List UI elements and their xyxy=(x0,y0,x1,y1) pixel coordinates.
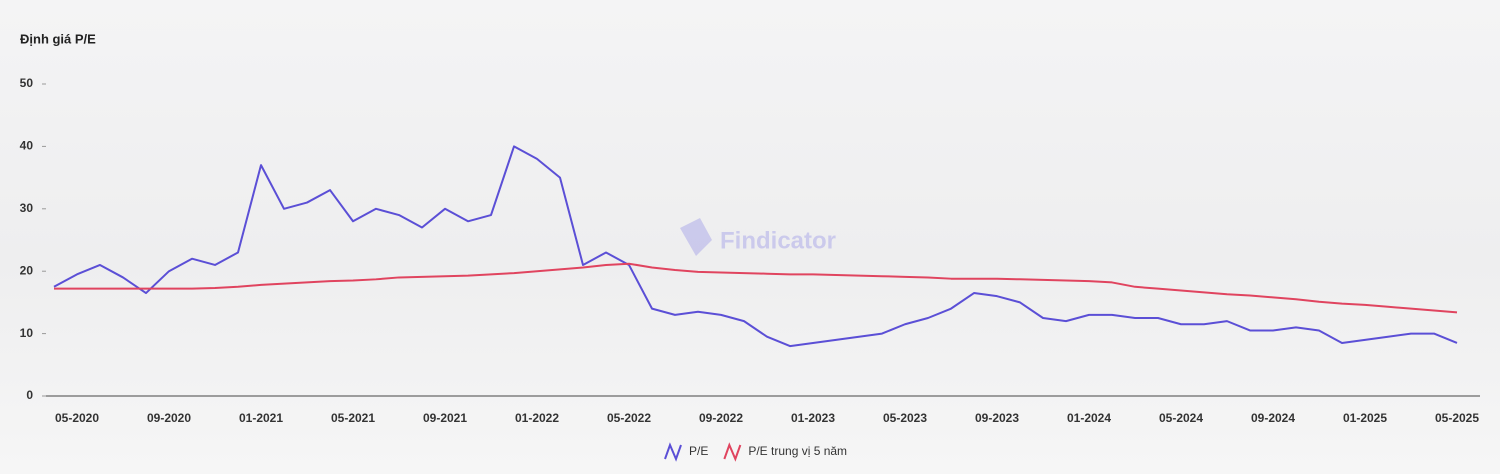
x-tick-label: 05-2024 xyxy=(1159,411,1203,425)
chart-title: Định giá P/E xyxy=(20,31,96,46)
x-tick-label: 09-2021 xyxy=(423,411,467,425)
x-tick-label: 09-2023 xyxy=(975,411,1019,425)
x-tick-label: 05-2022 xyxy=(607,411,651,425)
series-line xyxy=(54,262,1458,314)
x-tick-label: 01-2023 xyxy=(791,411,835,425)
legend-icon xyxy=(723,442,742,462)
x-tick-label: 05-2025 xyxy=(1435,411,1479,425)
y-tick-label: 10 xyxy=(20,326,34,340)
watermark-icon xyxy=(680,218,712,256)
y-tick-label: 30 xyxy=(20,201,34,215)
x-tick-label: 01-2021 xyxy=(239,411,283,425)
legend-label: P/E xyxy=(689,444,708,458)
x-tick-label: 01-2025 xyxy=(1343,411,1387,425)
x-tick-label: 09-2022 xyxy=(699,411,743,425)
y-tick-label: 50 xyxy=(20,76,34,90)
x-tick-label: 05-2023 xyxy=(883,411,927,425)
x-tick-label: 09-2024 xyxy=(1251,411,1295,425)
y-tick-label: 20 xyxy=(20,263,34,277)
y-tick-label: 40 xyxy=(20,139,34,153)
legend-icon xyxy=(664,442,682,462)
watermark-text: Findicator xyxy=(720,227,836,254)
series-line xyxy=(53,145,1458,348)
x-tick-label: 09-2020 xyxy=(147,411,191,425)
legend-label: P/E trung vị 5 năm xyxy=(748,444,847,458)
x-tick-label: 05-2021 xyxy=(331,411,375,425)
x-tick-label: 05-2020 xyxy=(55,411,99,425)
y-tick-label: 0 xyxy=(26,388,33,402)
x-tick-label: 01-2024 xyxy=(1067,411,1111,425)
watermark-logo: Findicator xyxy=(680,218,836,256)
x-tick-label: 01-2022 xyxy=(515,411,559,425)
